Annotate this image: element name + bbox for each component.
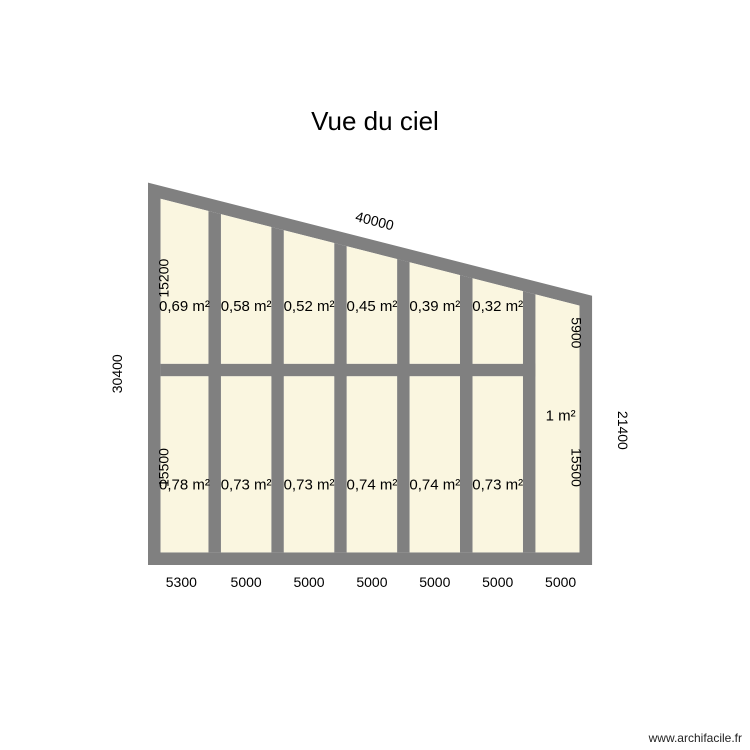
room-area-label: 0,74 m² <box>409 477 460 494</box>
room-cell <box>473 376 523 552</box>
dimension-label: 30400 <box>109 354 125 393</box>
horizontal-divider-wall <box>161 364 580 377</box>
dimension-label: 15500 <box>156 448 172 487</box>
room-cell <box>284 376 334 552</box>
dimension-label: 15200 <box>156 259 172 298</box>
room-area-label: 0,74 m² <box>346 477 397 494</box>
room-area-label: 0,45 m² <box>346 298 397 315</box>
floor-plan-svg: Vue du ciel 0,69 m² 0,58 m² 0,52 m² 0,45 m²… <box>0 0 750 750</box>
room-cell <box>473 278 523 363</box>
room-cell <box>410 376 460 552</box>
dimension-label: 5000 <box>293 574 324 590</box>
vertical-divider-wall <box>208 211 221 552</box>
dimension-label: 5000 <box>545 574 576 590</box>
dimension-label: 5000 <box>419 574 450 590</box>
vertical-divider-wall <box>460 275 473 552</box>
page-title: Vue du ciel <box>311 106 439 136</box>
room-area-label: 1 m² <box>546 407 576 424</box>
room-cell <box>221 376 271 552</box>
dimension-label: 21400 <box>615 411 631 450</box>
dimension-label: 15500 <box>568 448 584 487</box>
dimension-label: 5900 <box>568 317 584 348</box>
dimension-label: 5000 <box>482 574 513 590</box>
room-cell <box>221 214 271 364</box>
credit-link[interactable]: www.archifacile.fr <box>648 731 742 745</box>
vertical-divider-wall <box>523 291 536 552</box>
vertical-divider-wall <box>271 227 284 552</box>
room-area-label: 0,73 m² <box>472 477 523 494</box>
vertical-divider-wall <box>334 243 347 552</box>
room-area-label: 0,73 m² <box>284 477 335 494</box>
dimension-label: 40000 <box>354 208 396 233</box>
room-area-label: 0,58 m² <box>221 298 272 315</box>
room-area-label: 0,73 m² <box>221 477 272 494</box>
room-area-label: 0,52 m² <box>284 298 335 315</box>
dimension-label: 5000 <box>231 574 262 590</box>
dimension-label: 5000 <box>356 574 387 590</box>
plan-group: 0,69 m² 0,58 m² 0,52 m² 0,45 m² 0,39 m² 0,32 … <box>109 183 631 590</box>
room-area-label: 0,32 m² <box>472 298 523 315</box>
room-area-label: 0,69 m² <box>159 298 210 315</box>
dimension-label: 5300 <box>166 574 197 590</box>
vertical-divider-wall <box>397 259 410 552</box>
room-area-label: 0,39 m² <box>409 298 460 315</box>
room-cell <box>347 376 397 552</box>
